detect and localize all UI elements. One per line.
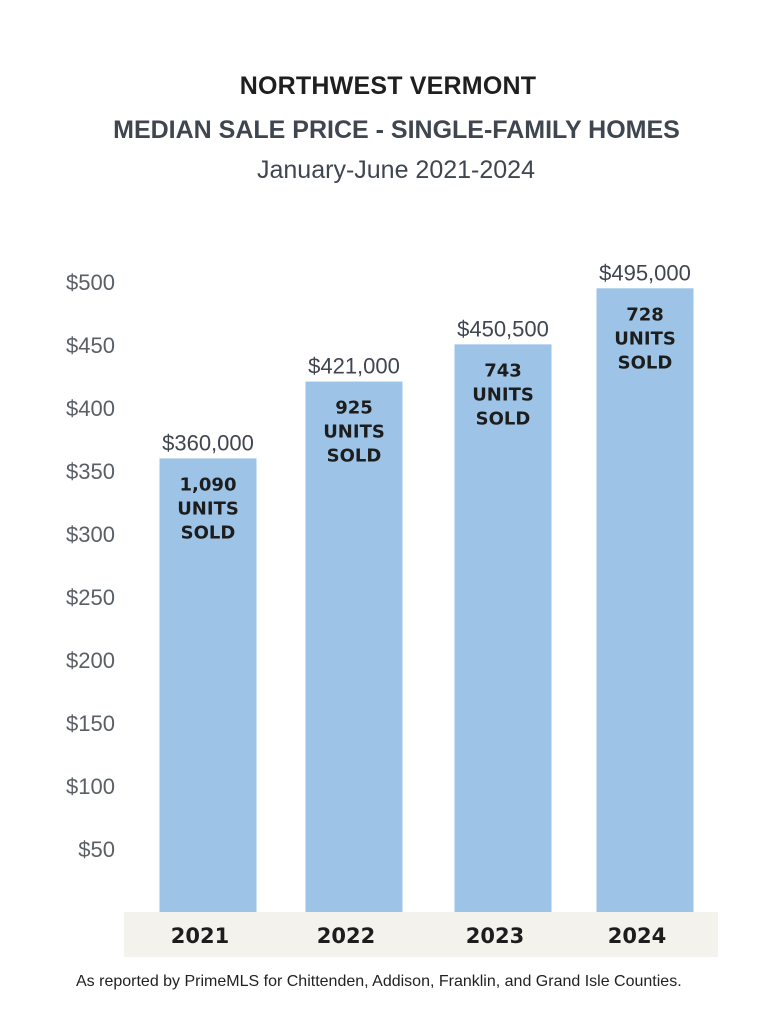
y-tick-label: $450 [66, 333, 115, 358]
units-sold-label: SOLD [327, 446, 382, 467]
units-sold-label: SOLD [181, 522, 236, 543]
chart-subtitle: MEDIAN SALE PRICE - SINGLE-FAMILY HOMES [113, 116, 680, 144]
y-tick-label: $300 [66, 522, 115, 547]
bar-value-label: $450,500 [457, 316, 549, 341]
bar [159, 458, 257, 912]
bar [596, 288, 694, 912]
x-category-label: 2022 [317, 924, 375, 948]
bar-value-label: $495,000 [599, 260, 691, 285]
bar-value-label: $360,000 [162, 430, 254, 455]
units-sold-label: 743 [484, 360, 522, 381]
y-tick-label: $350 [66, 459, 115, 484]
units-sold-label: 1,090 [180, 474, 237, 495]
category-band [124, 912, 718, 957]
x-category-label: 2021 [171, 924, 229, 948]
bar-value-label: $421,000 [308, 354, 400, 379]
units-sold-label: SOLD [618, 352, 673, 373]
chart-title: NORTHWEST VERMONT [239, 72, 537, 100]
units-sold-label: SOLD [476, 408, 531, 429]
units-sold-label: UNITS [614, 328, 676, 349]
units-sold-label: 925 [335, 398, 373, 419]
units-sold-label: UNITS [177, 498, 239, 519]
units-sold-label: 728 [626, 304, 664, 325]
bar [454, 344, 552, 912]
y-tick-label: $150 [66, 711, 115, 736]
footnote: As reported by PrimeMLS for Chittenden, … [76, 973, 682, 990]
y-tick-label: $500 [66, 270, 115, 295]
units-sold-label: UNITS [323, 422, 385, 443]
y-tick-label: $50 [78, 837, 115, 862]
y-tick-label: $400 [66, 396, 115, 421]
x-category-label: 2024 [608, 924, 666, 948]
y-tick-label: $250 [66, 585, 115, 610]
chart-period: January-June 2021-2024 [257, 156, 535, 184]
units-sold-label: UNITS [472, 384, 534, 405]
x-category-label: 2023 [466, 924, 524, 948]
bar [305, 381, 403, 912]
y-tick-label: $100 [66, 774, 115, 799]
y-tick-label: $200 [66, 648, 115, 673]
